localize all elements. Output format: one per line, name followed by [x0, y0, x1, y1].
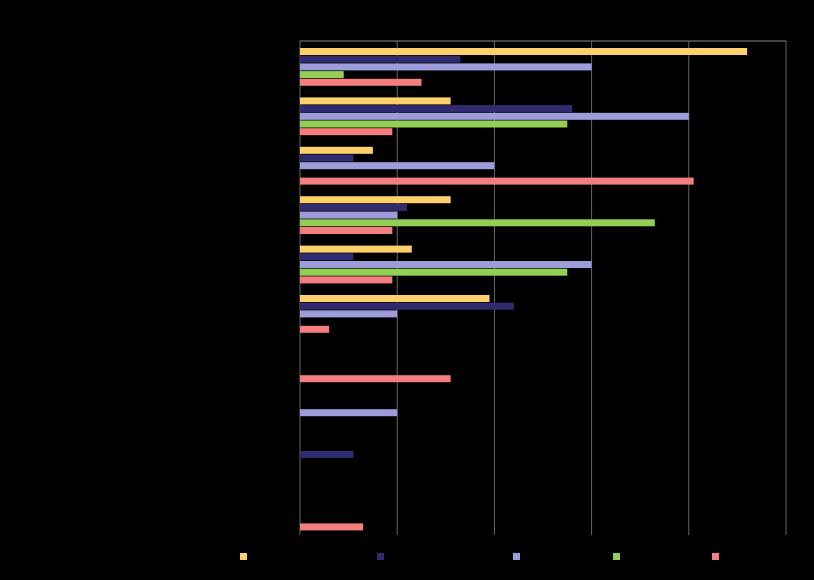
bar — [300, 196, 451, 204]
legend-swatch — [240, 553, 247, 560]
bar — [300, 276, 393, 284]
bar — [300, 177, 694, 185]
bar — [300, 120, 568, 128]
bar — [300, 325, 330, 333]
legend-swatch — [613, 553, 620, 560]
bar — [300, 409, 398, 417]
bar — [300, 295, 490, 302]
bar — [300, 268, 568, 276]
bar — [300, 48, 748, 55]
bar — [300, 162, 495, 170]
bar — [300, 97, 451, 105]
legend-swatch — [513, 553, 520, 560]
bar — [300, 105, 573, 113]
bar — [300, 523, 364, 531]
bar — [300, 245, 412, 253]
bar — [300, 71, 344, 79]
legend-swatch — [712, 553, 719, 560]
bar — [300, 302, 514, 310]
bar — [300, 310, 398, 318]
bar — [300, 211, 398, 219]
bar — [300, 375, 451, 383]
bar — [300, 128, 393, 136]
bar — [300, 63, 592, 71]
bar — [300, 253, 354, 261]
bar — [300, 227, 393, 234]
bar — [300, 203, 407, 211]
bar — [300, 55, 461, 63]
bar — [300, 450, 354, 458]
bar — [300, 112, 689, 120]
bar — [300, 261, 592, 268]
legend-swatch — [377, 553, 384, 560]
bar — [300, 78, 422, 86]
bar — [300, 219, 655, 227]
bar — [300, 146, 373, 154]
bar — [300, 154, 354, 162]
